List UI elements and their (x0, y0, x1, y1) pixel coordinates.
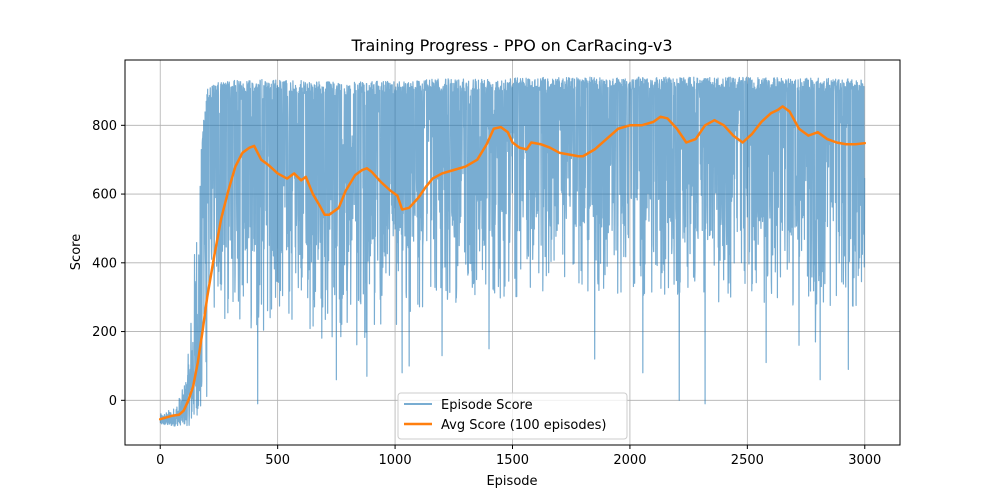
x-tick-label: 2000 (613, 453, 646, 468)
y-tick-label: 800 (92, 119, 117, 134)
x-tick-label: 1000 (379, 453, 412, 468)
legend-label-avg-score: Avg Score (100 episodes) (441, 418, 606, 433)
x-tick-label: 500 (265, 453, 290, 468)
x-tick-label: 2500 (731, 453, 764, 468)
legend-label-episode-score: Episode Score (441, 398, 533, 413)
legend: Episode Score Avg Score (100 episodes) (397, 392, 628, 440)
y-tick-label: 0 (109, 394, 117, 409)
x-tick-label: 0 (156, 453, 164, 468)
legend-box (397, 392, 628, 440)
tick-layer: 0 500 1000 1500 2000 2500 3000 0 200 400 600 800 (92, 119, 881, 468)
y-axis-label: Score (69, 234, 84, 270)
y-tick-label: 200 (92, 325, 117, 340)
y-tick-label: 400 (92, 256, 117, 271)
x-axis-label: Episode (486, 474, 537, 489)
chart-title: Training Progress - PPO on CarRacing-v3 (350, 36, 672, 55)
y-tick-label: 600 (92, 188, 117, 203)
series-line-avg-score (158, 105, 867, 421)
x-tick-label: 3000 (848, 453, 881, 468)
x-tick-label: 1500 (496, 453, 529, 468)
plot-layer (158, 76, 867, 427)
